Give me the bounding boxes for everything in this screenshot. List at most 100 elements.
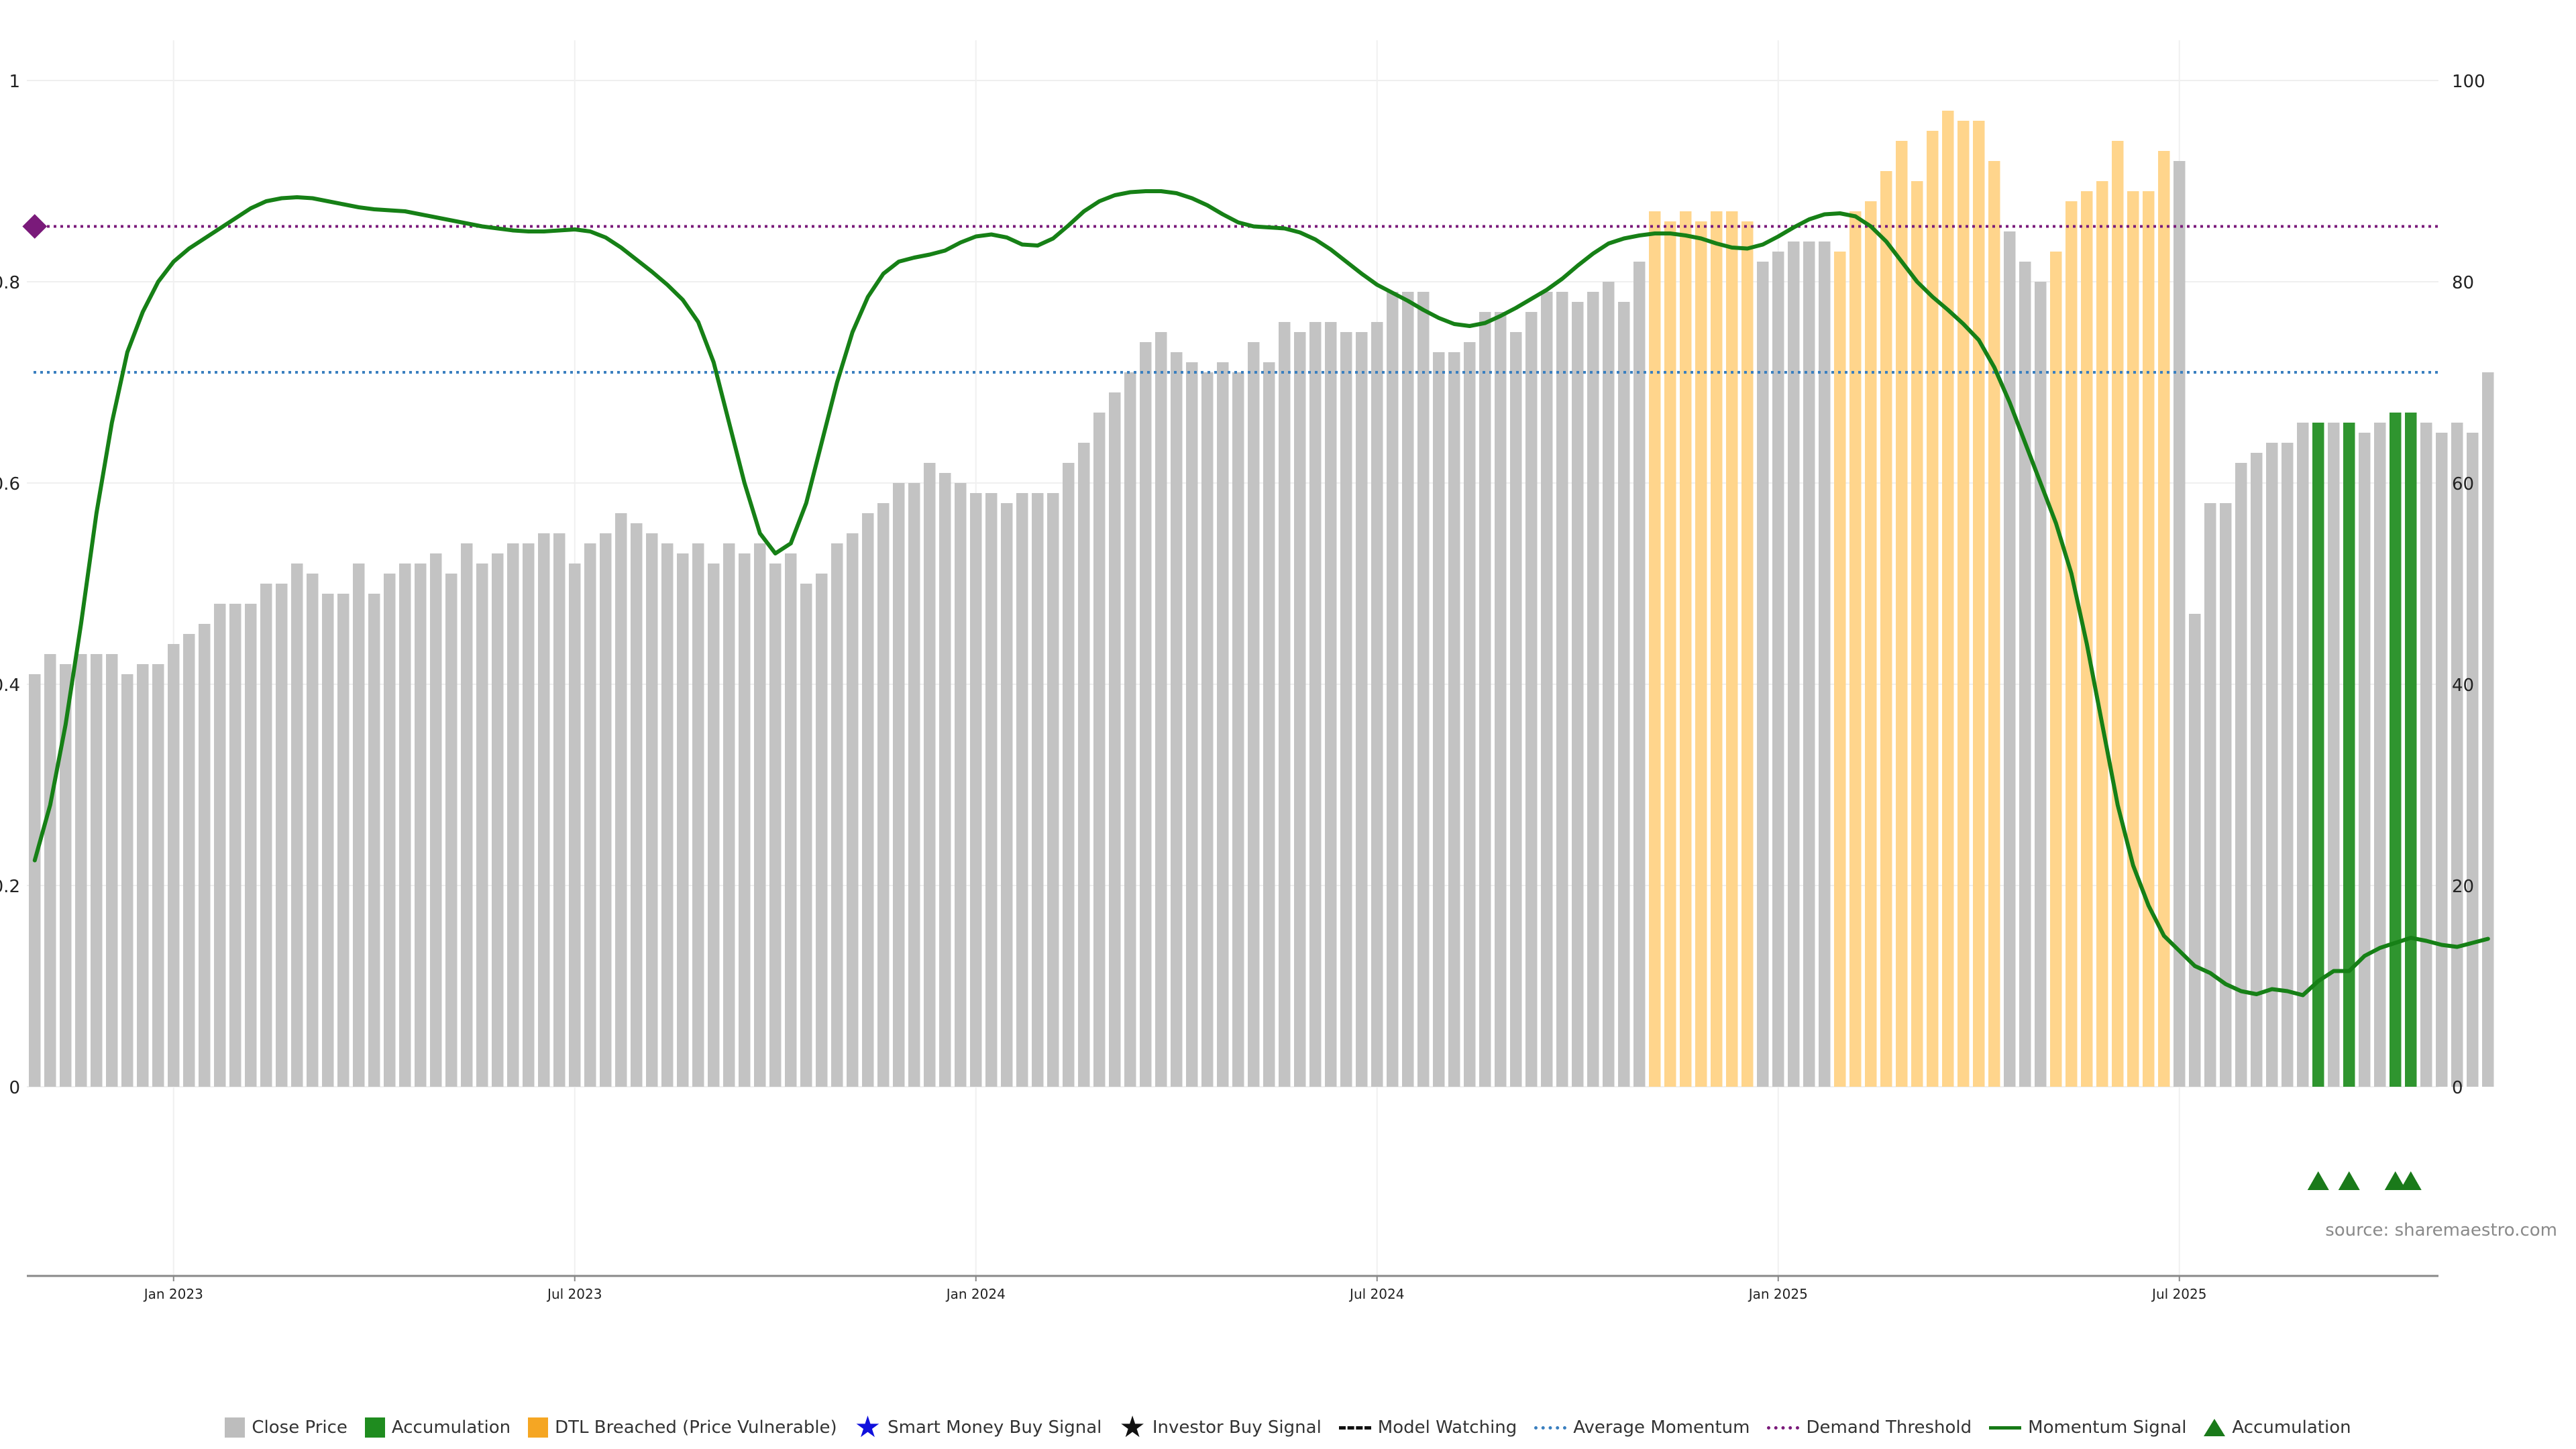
close-price-bar	[877, 503, 890, 1087]
close-price-bar	[214, 604, 226, 1087]
dtl-breached-bar	[2158, 151, 2170, 1087]
close-price-bar	[1633, 262, 1646, 1087]
close-price-bar	[1248, 342, 1260, 1087]
close-price-bar	[2467, 433, 2479, 1087]
close-price-bar	[1803, 241, 1815, 1087]
legend-swatch	[225, 1417, 246, 1438]
close-price-bar	[1263, 362, 1275, 1087]
close-price-bar	[1402, 292, 1414, 1087]
star-icon: ★	[1119, 1410, 1146, 1444]
x-axis-tick-label: Jan 2023	[143, 1286, 203, 1302]
close-price-bar	[2420, 423, 2432, 1087]
accumulation-bar	[2312, 423, 2324, 1087]
close-price-bar	[1325, 322, 1337, 1087]
close-price-bar	[1510, 332, 1522, 1087]
legend-swatch	[528, 1417, 549, 1438]
legend-swatch	[364, 1417, 385, 1438]
close-price-bar	[337, 594, 350, 1087]
right-axis-tick-label: 40	[2452, 676, 2474, 696]
accumulation-triangle-marker	[2338, 1171, 2360, 1190]
legend-label: Model Watching	[1377, 1417, 1517, 1438]
close-price-bar	[353, 564, 365, 1087]
close-price-bar	[168, 644, 180, 1087]
triangle-icon	[2204, 1419, 2226, 1436]
left-axis-tick-label: 0.8	[0, 273, 20, 293]
close-price-bar	[924, 463, 936, 1087]
close-price-bar	[245, 604, 257, 1087]
close-price-bar	[1448, 352, 1460, 1087]
legend-line-swatch	[1338, 1426, 1371, 1430]
close-price-bar	[646, 533, 658, 1087]
close-price-bar	[2189, 614, 2201, 1087]
close-price-bar	[1063, 463, 1075, 1087]
close-price-bar	[893, 483, 905, 1087]
close-price-bar	[445, 574, 458, 1087]
axes: 0 0.2 0.4 0.6 0.8 1 0 20 40 60 80 100 Jan 2023 Jul 20…	[0, 72, 2485, 1302]
close-price-bar	[831, 543, 843, 1087]
close-price-bar	[723, 543, 735, 1087]
reference-lines	[22, 214, 2438, 374]
legend-item: Accumulation	[364, 1417, 511, 1438]
legend-item: ★ Investor Buy Signal	[1119, 1410, 1321, 1444]
close-price-bar	[75, 654, 87, 1087]
close-price-bar	[1201, 372, 1214, 1087]
close-price-bar	[553, 533, 566, 1087]
accumulation-triangle-marker	[2400, 1171, 2422, 1190]
legend-item: ★ Smart Money Buy Signal	[854, 1410, 1102, 1444]
legend-label: Demand Threshold	[1806, 1417, 1972, 1438]
star-icon: ★	[854, 1410, 881, 1444]
close-price-bar	[2035, 282, 2047, 1087]
right-axis-tick-label: 20	[2452, 877, 2474, 897]
close-price-bar	[1093, 413, 1106, 1087]
close-price-bar	[1541, 292, 1553, 1087]
dtl-breached-bar	[2143, 191, 2155, 1087]
accumulation-markers	[2307, 1171, 2422, 1190]
dtl-breached-bar	[1988, 161, 2000, 1087]
close-price-bar	[1124, 372, 1136, 1087]
close-price-bar	[1279, 322, 1291, 1087]
x-axis-tick-label: Jan 2024	[945, 1286, 1006, 1302]
legend-item: Close Price	[225, 1417, 347, 1438]
right-axis-tick-label: 0	[2452, 1078, 2463, 1098]
close-price-bar	[1417, 292, 1430, 1087]
close-price-bar	[2220, 503, 2232, 1087]
dtl-breached-bar	[2050, 252, 2062, 1087]
dtl-breached-bar	[2127, 191, 2139, 1087]
dtl-breached-bar	[2096, 181, 2108, 1087]
close-price-bar	[1232, 372, 1244, 1087]
accumulation-triangle-marker	[2384, 1171, 2406, 1190]
close-price-bar	[600, 533, 612, 1087]
left-axis-tick-label: 0	[9, 1078, 20, 1098]
close-price-bar	[1603, 282, 1615, 1087]
legend-label: Average Momentum	[1573, 1417, 1750, 1438]
legend-item: Average Momentum	[1534, 1417, 1750, 1438]
close-price-bar	[1479, 312, 1491, 1087]
close-price-bar	[1618, 302, 1630, 1087]
dtl-breached-bar	[1834, 252, 1846, 1087]
close-price-bar	[908, 483, 920, 1087]
dtl-breached-bar	[1973, 121, 1985, 1087]
close-price-bar	[2451, 423, 2463, 1087]
close-price-bar	[29, 674, 41, 1087]
close-price-bar	[1772, 252, 1784, 1087]
dtl-breached-bar	[1865, 201, 1877, 1087]
close-price-bar	[2019, 262, 2031, 1087]
legend-item: Model Watching	[1338, 1417, 1517, 1438]
source-label: source: sharemaestro.com	[2325, 1220, 2557, 1240]
close-price-bar	[584, 543, 596, 1087]
accumulation-triangle-marker	[2307, 1171, 2329, 1190]
close-price-bar	[708, 564, 720, 1087]
dtl-breached-bar	[1741, 221, 1754, 1087]
close-price-bar	[260, 584, 272, 1087]
legend-label: DTL Breached (Price Vulnerable)	[555, 1417, 837, 1438]
momentum-signal-path	[32, 189, 2490, 998]
close-price-bar	[955, 483, 967, 1087]
close-price-bar	[2297, 423, 2309, 1087]
close-price-bar	[1556, 292, 1568, 1087]
close-price-bar	[677, 553, 689, 1087]
close-price-bar	[106, 654, 118, 1087]
legend-label: Smart Money Buy Signal	[888, 1417, 1102, 1438]
close-price-bar	[1819, 241, 1831, 1087]
dtl-breached-bar	[1726, 211, 1738, 1087]
